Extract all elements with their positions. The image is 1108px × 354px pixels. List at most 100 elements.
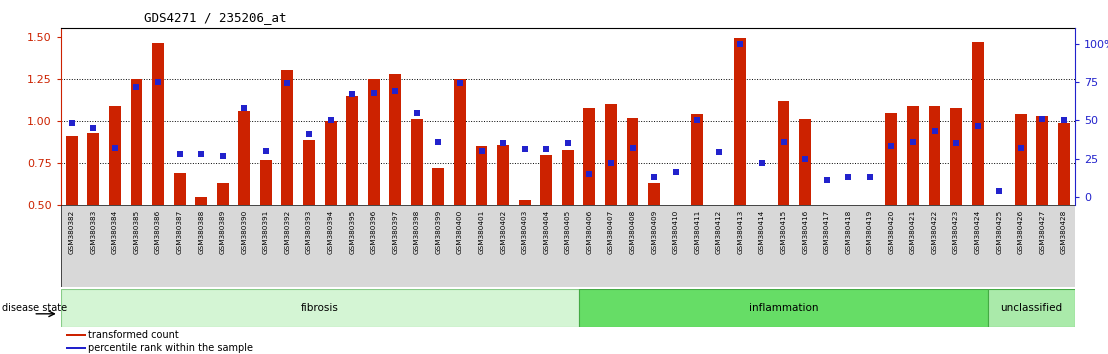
Bar	[988, 289, 1075, 327]
Text: disease state: disease state	[2, 303, 68, 313]
Bar	[281, 70, 294, 205]
Bar	[66, 334, 86, 336]
Bar	[578, 289, 988, 327]
Bar	[1036, 116, 1048, 205]
Text: GSM380409: GSM380409	[652, 209, 657, 253]
Bar	[497, 145, 509, 205]
Text: GSM380389: GSM380389	[219, 209, 226, 253]
Bar	[627, 118, 638, 205]
Bar	[368, 79, 380, 205]
Text: fibrosis: fibrosis	[301, 303, 339, 313]
Bar	[61, 289, 578, 327]
Text: unclassified: unclassified	[1001, 303, 1063, 313]
Text: GSM380412: GSM380412	[716, 209, 721, 253]
Text: GSM380395: GSM380395	[349, 209, 356, 253]
Bar	[454, 79, 466, 205]
Bar	[411, 119, 423, 205]
Bar	[951, 108, 962, 205]
Bar	[217, 183, 228, 205]
Bar	[885, 113, 897, 205]
Bar	[648, 183, 660, 205]
Bar	[304, 139, 315, 205]
Bar	[346, 96, 358, 205]
Text: GSM380406: GSM380406	[586, 209, 593, 253]
Text: GSM380384: GSM380384	[112, 209, 117, 253]
Text: inflammation: inflammation	[749, 303, 819, 313]
Text: GSM380419: GSM380419	[866, 209, 873, 253]
Text: GSM380392: GSM380392	[285, 209, 290, 253]
Bar	[1058, 123, 1070, 205]
Text: GSM380411: GSM380411	[695, 209, 700, 253]
Bar	[432, 168, 444, 205]
Bar	[605, 104, 617, 205]
Bar	[389, 74, 401, 205]
Text: GSM380415: GSM380415	[780, 209, 787, 253]
Bar	[735, 39, 747, 205]
Text: GSM380425: GSM380425	[996, 209, 1003, 253]
Text: GSM380398: GSM380398	[414, 209, 420, 253]
Bar	[66, 347, 86, 349]
Text: GSM380390: GSM380390	[242, 209, 247, 253]
Text: GSM380424: GSM380424	[975, 209, 981, 253]
Bar	[799, 119, 811, 205]
Text: GSM380404: GSM380404	[543, 209, 550, 253]
Bar	[475, 146, 488, 205]
Text: GSM380426: GSM380426	[1018, 209, 1024, 253]
Bar	[1015, 114, 1027, 205]
Bar	[152, 44, 164, 205]
Text: GSM380416: GSM380416	[802, 209, 808, 253]
Text: GSM380403: GSM380403	[522, 209, 527, 253]
Bar	[929, 106, 941, 205]
Bar	[712, 205, 725, 210]
Text: GSM380421: GSM380421	[910, 209, 916, 253]
Text: GSM380407: GSM380407	[608, 209, 614, 253]
Bar	[88, 133, 100, 205]
Text: GSM380413: GSM380413	[738, 209, 743, 253]
Text: GSM380396: GSM380396	[371, 209, 377, 253]
Bar	[584, 108, 595, 205]
Text: GSM380399: GSM380399	[435, 209, 441, 253]
Text: GSM380405: GSM380405	[565, 209, 571, 253]
Text: GSM380408: GSM380408	[629, 209, 636, 253]
Text: GSM380417: GSM380417	[823, 209, 830, 253]
Bar	[109, 106, 121, 205]
Text: GSM380394: GSM380394	[328, 209, 334, 253]
Bar	[778, 101, 790, 205]
Bar	[519, 200, 531, 205]
Text: GSM380386: GSM380386	[155, 209, 161, 253]
Text: GSM380383: GSM380383	[90, 209, 96, 253]
Bar	[65, 136, 78, 205]
Text: GSM380418: GSM380418	[845, 209, 851, 253]
Text: GSM380427: GSM380427	[1039, 209, 1046, 253]
Bar	[972, 42, 984, 205]
Text: GSM380387: GSM380387	[176, 209, 183, 253]
Bar	[994, 205, 1005, 252]
Text: GSM380422: GSM380422	[932, 209, 937, 253]
Text: percentile rank within the sample: percentile rank within the sample	[89, 343, 254, 353]
Text: GSM380420: GSM380420	[889, 209, 894, 253]
Text: GSM380385: GSM380385	[133, 209, 140, 253]
Text: GSM380401: GSM380401	[479, 209, 484, 253]
Bar	[864, 205, 875, 219]
Text: GSM380391: GSM380391	[263, 209, 269, 253]
Text: GSM380423: GSM380423	[953, 209, 960, 253]
Text: transformed count: transformed count	[89, 330, 179, 340]
Bar	[174, 173, 185, 205]
Text: GSM380410: GSM380410	[673, 209, 679, 253]
Text: GSM380400: GSM380400	[456, 209, 463, 253]
Bar	[842, 205, 854, 216]
Text: GSM380388: GSM380388	[198, 209, 204, 253]
Bar	[325, 121, 337, 205]
Bar	[691, 114, 704, 205]
Bar	[260, 160, 271, 205]
Bar	[821, 205, 832, 210]
Text: GSM380414: GSM380414	[759, 209, 765, 253]
Bar	[756, 205, 768, 210]
Text: GSM380393: GSM380393	[306, 209, 312, 253]
Bar	[907, 106, 919, 205]
Bar	[131, 79, 142, 205]
Text: GSM380382: GSM380382	[69, 209, 74, 253]
Text: GSM380402: GSM380402	[500, 209, 506, 253]
Bar	[562, 150, 574, 205]
Text: GDS4271 / 235206_at: GDS4271 / 235206_at	[144, 11, 287, 24]
